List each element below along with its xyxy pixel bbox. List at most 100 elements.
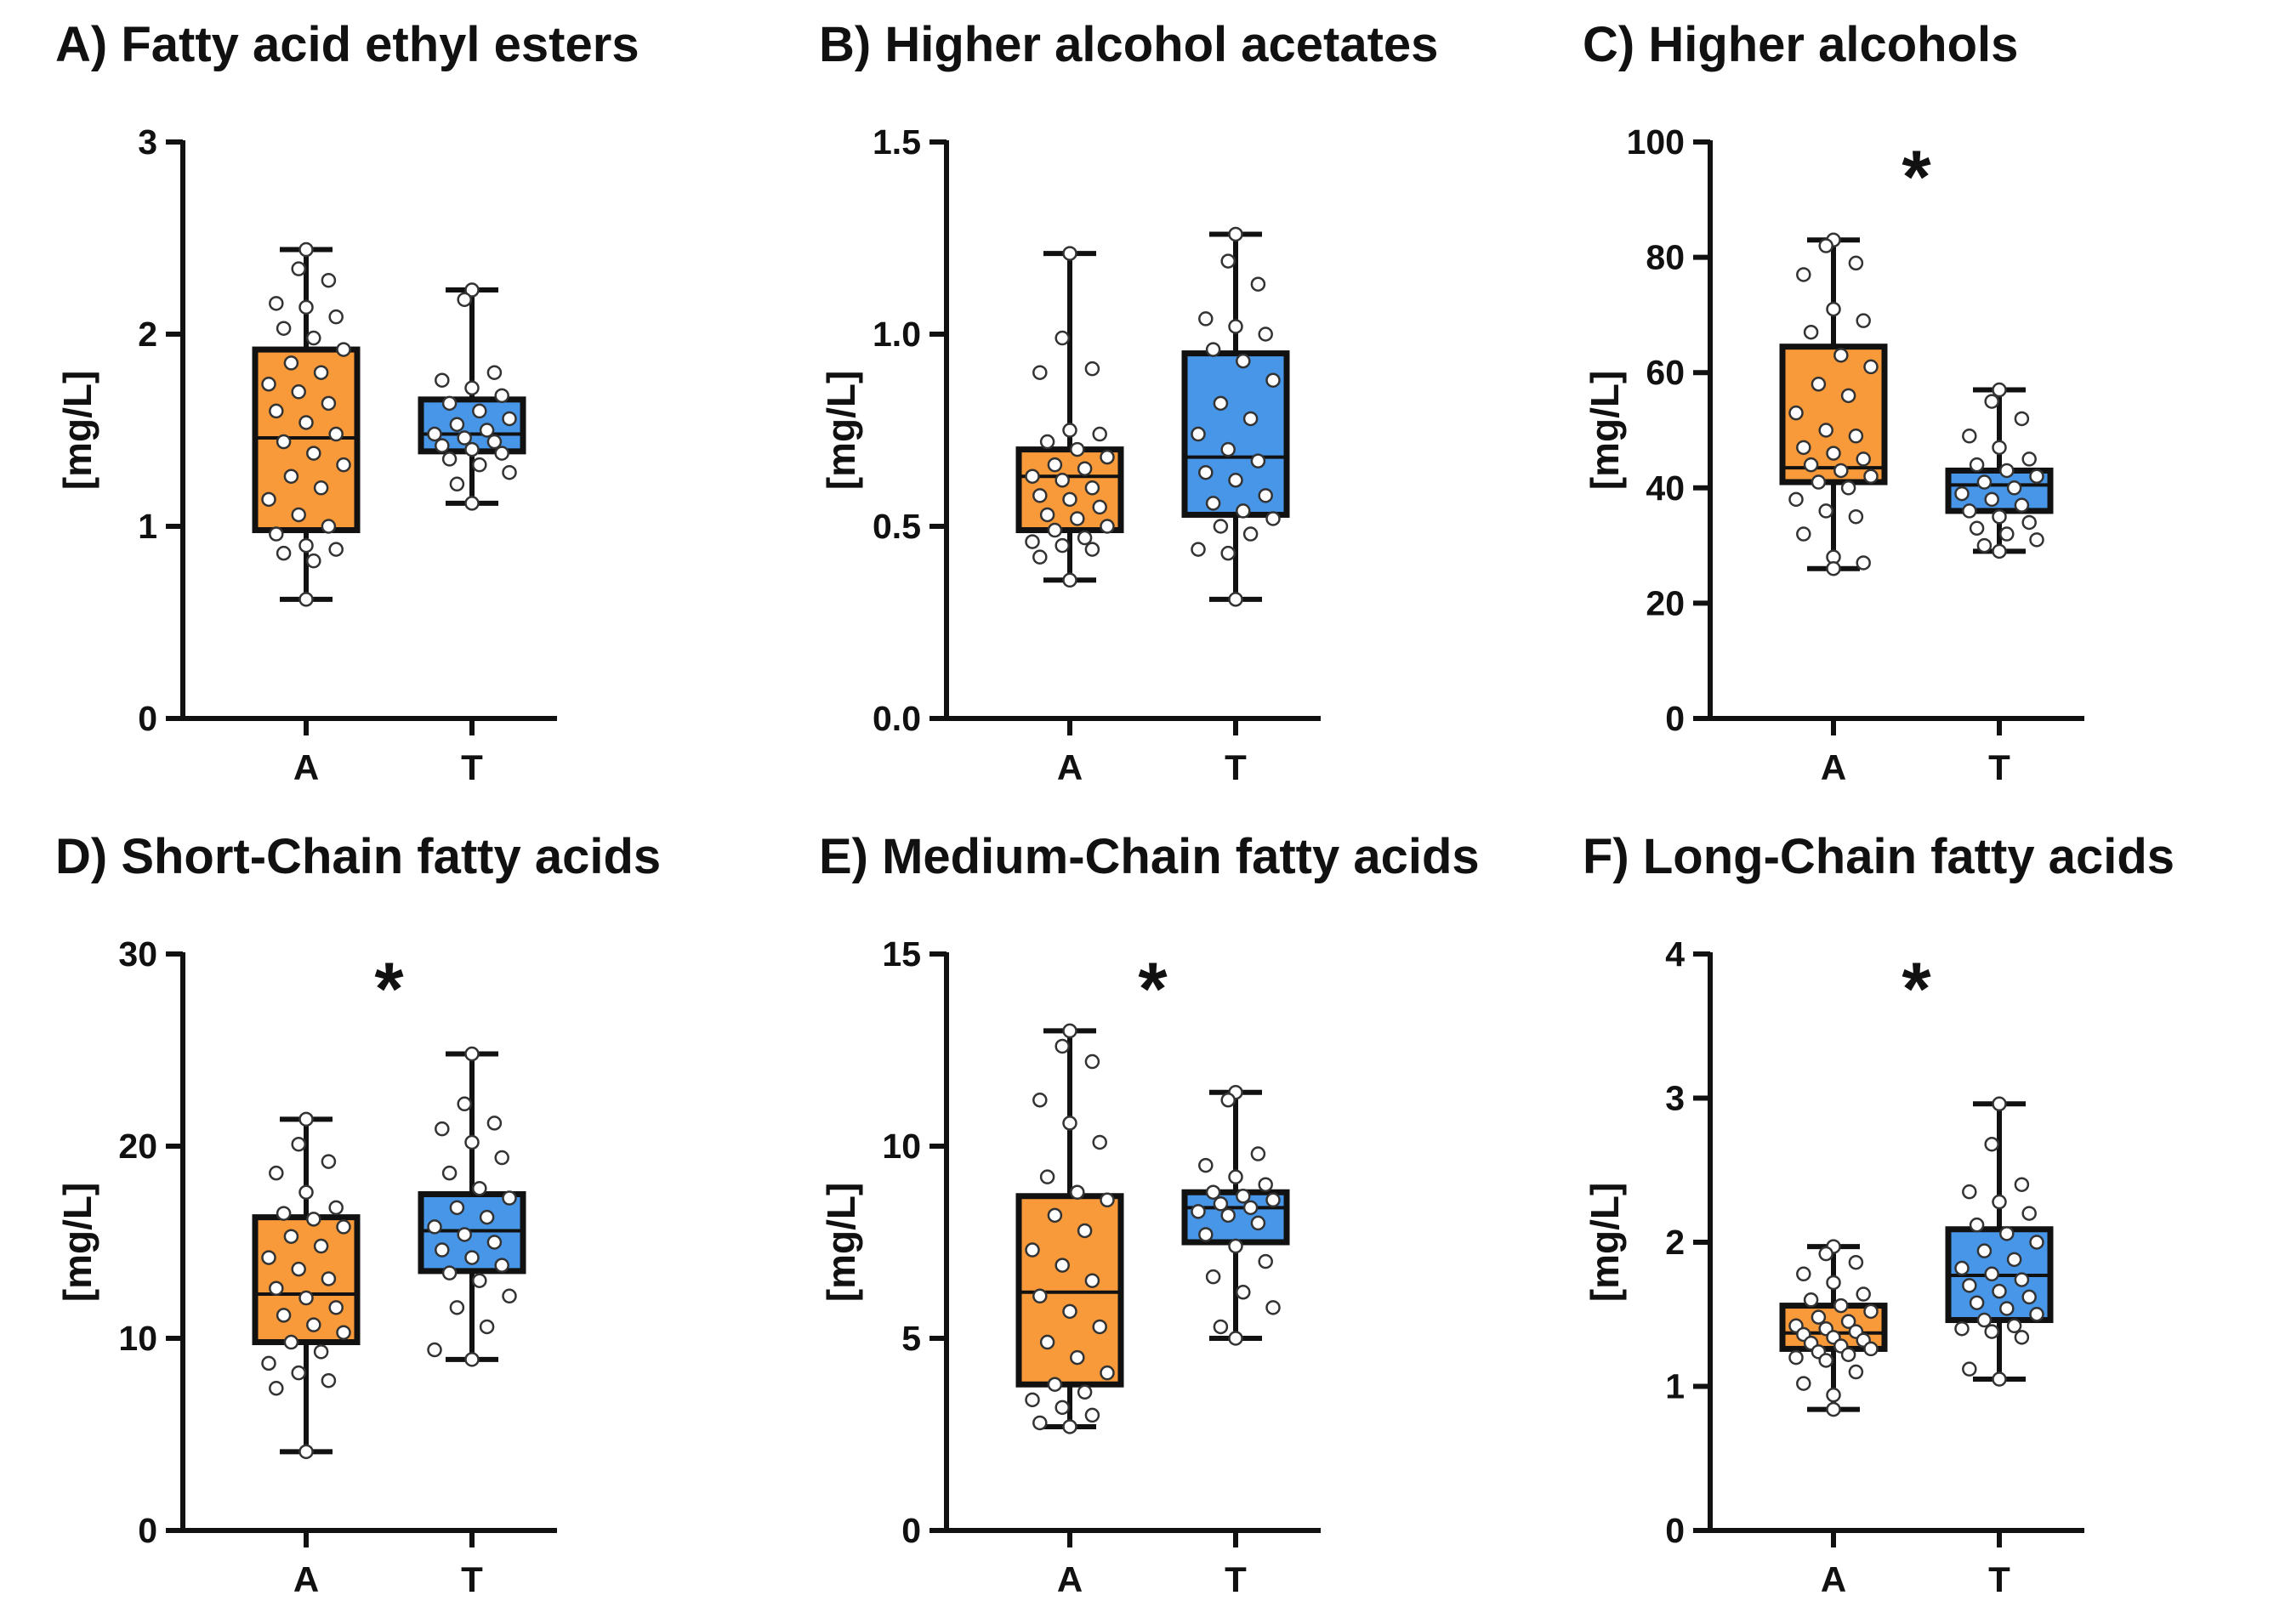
data-point — [449, 417, 465, 432]
y-tick-label: 100 — [1627, 122, 1685, 162]
data-point — [2014, 411, 2030, 427]
data-point — [306, 1212, 321, 1227]
data-point — [1788, 1349, 1804, 1366]
data-point — [427, 1219, 442, 1235]
data-point — [1999, 526, 2015, 542]
data-point — [1062, 1303, 1077, 1320]
panel-medium-chain-fatty-acids: E) Medium-Chain fatty acids [mg/L] 0 5 10 15 A… — [764, 812, 1527, 1624]
chart-svg: B) Higher alcohol acetates [mg/L] 0.0 0.5 1.… — [819, 17, 1438, 787]
data-point — [269, 1165, 284, 1181]
data-point — [269, 1381, 284, 1396]
data-point — [1826, 301, 1841, 317]
data-point — [2006, 1252, 2022, 1268]
y-tick-label: 1.5 — [873, 122, 921, 162]
data-point — [1863, 468, 1879, 484]
data-point — [1258, 1177, 1273, 1192]
data-point — [2014, 1177, 2030, 1192]
data-point — [1228, 473, 1243, 488]
data-point — [1818, 238, 1833, 253]
data-point — [313, 480, 329, 496]
data-point — [1992, 382, 2007, 398]
data-point — [1198, 1157, 1214, 1173]
data-point — [1856, 1286, 1871, 1302]
y-tick-label: 3 — [138, 122, 157, 162]
data-point — [1205, 1184, 1221, 1200]
panel-title: E) Medium-Chain fatty acids — [819, 829, 1480, 884]
y-axis-label: [mg/L] — [819, 1183, 863, 1303]
data-point — [1969, 1295, 1985, 1310]
data-point — [1826, 446, 1841, 461]
data-point — [1205, 342, 1221, 357]
data-point — [1077, 1223, 1093, 1239]
y-tick-label: 1.0 — [873, 315, 921, 354]
data-point — [1205, 496, 1221, 511]
data-point — [1969, 520, 1985, 537]
data-point — [1220, 441, 1236, 457]
data-point — [464, 1134, 480, 1150]
data-point — [441, 1265, 458, 1280]
data-point — [1258, 1253, 1273, 1269]
data-point — [435, 1242, 450, 1258]
data-point — [441, 1165, 458, 1181]
data-point — [1032, 365, 1048, 380]
y-axis-label: [mg/L] — [55, 371, 99, 491]
box-A — [1015, 1193, 1124, 1388]
data-point — [1236, 1285, 1251, 1300]
data-point — [502, 1288, 517, 1304]
data-point — [276, 434, 292, 450]
data-point — [1213, 1196, 1229, 1212]
y-tick-label: 10 — [118, 1319, 157, 1358]
panel-fatty-acid-ethyl-esters: A) Fatty acid ethyl esters [mg/L] 0 1 2 3 A T — [0, 0, 764, 812]
y-tick-label: 0.0 — [873, 699, 921, 738]
data-point — [283, 1229, 299, 1244]
data-point — [1954, 1320, 1970, 1337]
y-tick-label: 30 — [118, 934, 157, 974]
data-point — [1992, 1283, 2007, 1299]
data-point — [1220, 1207, 1236, 1224]
data-point — [298, 1444, 314, 1460]
data-point — [1840, 388, 1856, 404]
chart-svg: A) Fatty acid ethyl esters [mg/L] 0 1 2 3 A T — [55, 17, 640, 787]
data-point — [1803, 457, 1819, 473]
chart-svg: C) Higher alcohols [mg/L] 0 20 40 60 80 100 A T * — [1583, 17, 2084, 787]
data-point — [1077, 1384, 1093, 1400]
data-point — [321, 1372, 337, 1388]
data-point — [1236, 1189, 1251, 1204]
data-point — [276, 1206, 292, 1221]
data-point — [1047, 522, 1063, 538]
data-point — [1242, 411, 1259, 427]
data-point — [1236, 503, 1251, 519]
data-point — [1198, 311, 1214, 327]
y-tick-label: 2 — [138, 315, 157, 354]
panel-title: A) Fatty acid ethyl esters — [55, 17, 640, 72]
data-point — [1840, 480, 1856, 496]
data-point — [1025, 1392, 1040, 1408]
data-point — [1092, 1134, 1107, 1150]
data-point — [494, 388, 509, 404]
data-point — [2029, 1307, 2044, 1322]
y-tick-label: 80 — [1646, 238, 1685, 277]
panel-long-chain-fatty-acids: F) Long-Chain fatty acids [mg/L] 0 1 2 3 4 A T * — [1527, 812, 2291, 1624]
data-point — [1984, 1136, 1999, 1152]
data-point — [1228, 1238, 1243, 1254]
data-point — [1796, 1266, 1811, 1282]
data-point — [269, 403, 284, 419]
panel-title: C) Higher alcohols — [1583, 17, 2018, 72]
data-point — [1984, 1324, 1999, 1339]
data-point — [1236, 353, 1251, 369]
data-point — [298, 241, 314, 258]
data-point — [464, 1046, 480, 1062]
y-tick-label: 20 — [118, 1127, 157, 1166]
data-point — [1856, 555, 1871, 571]
data-point — [427, 426, 442, 442]
data-point — [1213, 395, 1229, 412]
data-point — [1220, 1093, 1236, 1108]
data-point — [291, 261, 306, 276]
data-point — [321, 1271, 337, 1286]
data-point — [1992, 508, 2007, 525]
data-point — [1250, 276, 1266, 292]
y-axis-label: [mg/L] — [55, 1183, 99, 1303]
data-point — [1954, 485, 1970, 502]
data-point — [1826, 1387, 1841, 1403]
